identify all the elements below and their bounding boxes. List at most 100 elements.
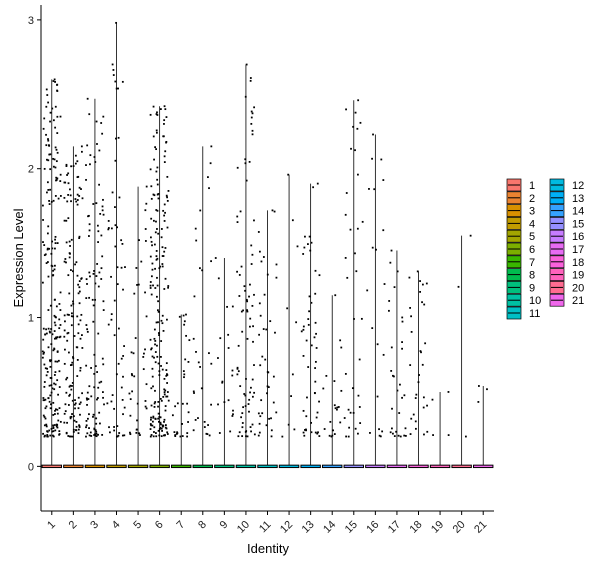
data-point bbox=[88, 413, 90, 416]
data-point bbox=[117, 136, 120, 139]
data-point bbox=[51, 107, 54, 110]
data-point bbox=[85, 435, 87, 438]
data-point bbox=[153, 194, 156, 197]
data-point bbox=[161, 322, 164, 325]
data-point bbox=[95, 417, 98, 420]
data-point bbox=[403, 394, 406, 397]
data-point bbox=[89, 154, 92, 157]
data-point bbox=[145, 315, 148, 318]
data-point bbox=[50, 328, 53, 330]
violin-7-base bbox=[171, 464, 192, 469]
data-point bbox=[122, 288, 124, 291]
data-point bbox=[154, 361, 157, 364]
data-point bbox=[133, 292, 136, 295]
data-point bbox=[253, 293, 255, 296]
data-point bbox=[71, 382, 74, 384]
legend-item-13: 13 bbox=[549, 191, 584, 205]
data-point bbox=[153, 356, 155, 359]
violin-5-base bbox=[127, 464, 149, 469]
violin-20-base bbox=[451, 464, 472, 469]
data-point bbox=[275, 263, 278, 266]
data-point bbox=[69, 194, 72, 197]
data-point bbox=[236, 166, 239, 169]
data-point bbox=[272, 401, 275, 404]
data-point bbox=[94, 434, 97, 437]
data-point bbox=[162, 329, 165, 332]
data-point bbox=[231, 369, 234, 372]
data-point bbox=[306, 396, 308, 399]
data-point bbox=[46, 248, 49, 251]
data-point bbox=[239, 385, 242, 388]
data-point bbox=[150, 424, 152, 427]
data-point bbox=[45, 262, 48, 265]
data-point bbox=[50, 201, 53, 203]
data-point bbox=[52, 414, 55, 416]
data-point bbox=[63, 219, 66, 222]
data-point bbox=[266, 371, 269, 373]
data-point bbox=[258, 431, 261, 434]
data-point bbox=[164, 434, 166, 436]
data-point bbox=[136, 419, 138, 422]
data-point bbox=[88, 434, 91, 437]
data-point bbox=[95, 422, 98, 425]
data-point bbox=[347, 408, 350, 411]
data-point bbox=[307, 323, 310, 326]
data-point bbox=[165, 141, 167, 144]
data-point bbox=[241, 422, 244, 424]
violin-14-base bbox=[322, 464, 343, 469]
data-point bbox=[98, 411, 101, 414]
data-point bbox=[253, 219, 255, 222]
data-point bbox=[67, 194, 70, 196]
data-point bbox=[67, 172, 70, 175]
data-point bbox=[49, 394, 52, 397]
data-point bbox=[46, 435, 49, 438]
data-point bbox=[78, 235, 81, 238]
data-point bbox=[41, 350, 44, 353]
data-point bbox=[251, 129, 254, 132]
data-point bbox=[360, 317, 363, 320]
data-point bbox=[293, 428, 296, 431]
data-point bbox=[313, 336, 316, 339]
data-point bbox=[54, 409, 56, 412]
data-point bbox=[66, 376, 69, 379]
data-point bbox=[156, 183, 159, 186]
data-point bbox=[72, 430, 75, 433]
data-point bbox=[150, 418, 152, 421]
data-point bbox=[323, 428, 326, 430]
data-point bbox=[201, 269, 204, 272]
data-point bbox=[249, 426, 252, 428]
data-point bbox=[188, 339, 191, 342]
data-point bbox=[395, 430, 398, 433]
data-point bbox=[77, 432, 80, 435]
data-point bbox=[63, 421, 66, 424]
data-point bbox=[203, 420, 206, 423]
data-point bbox=[251, 133, 254, 136]
data-point bbox=[358, 358, 361, 361]
data-point bbox=[314, 292, 317, 295]
data-point bbox=[86, 432, 89, 435]
data-point bbox=[398, 412, 401, 414]
data-point bbox=[78, 237, 81, 240]
data-point bbox=[354, 427, 357, 430]
data-point bbox=[52, 434, 54, 437]
data-point bbox=[164, 211, 166, 214]
data-point bbox=[331, 434, 334, 437]
x-tick-label-16: 16 bbox=[364, 519, 381, 536]
data-point bbox=[163, 119, 166, 122]
data-point bbox=[72, 428, 75, 431]
data-point bbox=[410, 315, 413, 318]
data-point bbox=[351, 387, 354, 390]
data-point bbox=[163, 123, 165, 125]
data-point bbox=[392, 432, 394, 435]
data-point bbox=[76, 315, 79, 318]
data-point bbox=[75, 421, 78, 423]
data-point bbox=[464, 435, 467, 438]
data-point bbox=[163, 418, 166, 421]
data-point bbox=[160, 236, 163, 239]
legend-item-10: 10 bbox=[506, 293, 541, 307]
data-point bbox=[113, 299, 116, 302]
violin-8-base bbox=[192, 464, 213, 469]
data-point bbox=[68, 394, 71, 397]
